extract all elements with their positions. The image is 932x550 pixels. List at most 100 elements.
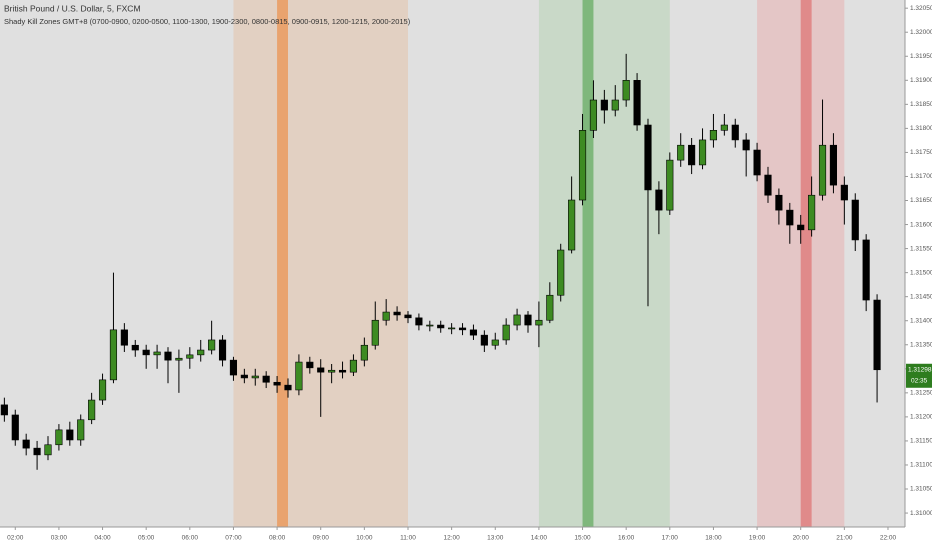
- x-tick-label: 16:00: [618, 535, 635, 542]
- x-tick-label: 14:00: [531, 535, 548, 542]
- x-tick-label: 02:00: [7, 535, 24, 542]
- candle-body: [22, 439, 30, 449]
- y-tick-label: 1.31050: [910, 486, 932, 493]
- y-tick-label: 1.31250: [910, 390, 932, 397]
- candle-body: [546, 294, 554, 321]
- y-tick-label: 1.31750: [910, 149, 932, 156]
- x-tick-label: 03:00: [51, 535, 68, 542]
- y-tick-label: 1.31350: [910, 341, 932, 348]
- candle-body: [186, 354, 194, 359]
- y-tick-label: 1.31500: [910, 269, 932, 276]
- x-tick-label: 07:00: [225, 535, 242, 542]
- y-tick-label: 1.31450: [910, 293, 932, 300]
- x-tick-label: 04:00: [94, 535, 111, 542]
- x-tick-label: 19:00: [749, 535, 766, 542]
- candle-body: [731, 124, 739, 141]
- candle-body: [448, 327, 456, 330]
- candle-body: [797, 224, 805, 231]
- candle-body: [98, 379, 107, 401]
- chart-subtitle: Shady Kill Zones GMT+8 (0700-0900, 0200-…: [4, 17, 411, 26]
- y-tick-label: 1.31900: [910, 77, 932, 84]
- time-axis: [0, 527, 932, 550]
- candle-body: [873, 299, 881, 371]
- candle-body: [851, 199, 859, 241]
- price-tag-box: [906, 363, 932, 388]
- kill-zone: [277, 0, 288, 527]
- price-axis: [905, 0, 932, 550]
- candle-body: [306, 361, 314, 369]
- candle-body: [415, 317, 423, 326]
- candle-body: [88, 399, 96, 421]
- candle-body: [328, 369, 336, 373]
- x-tick-label: 17:00: [662, 535, 679, 542]
- candle-body: [818, 144, 827, 196]
- candle-body: [11, 414, 19, 441]
- candle-body: [371, 319, 379, 346]
- y-tick-label: 1.31400: [910, 317, 932, 324]
- candle-body: [524, 314, 532, 326]
- y-tick-label: 1.31850: [910, 101, 932, 108]
- candle-body: [753, 149, 761, 176]
- candle-body: [557, 249, 565, 296]
- y-tick-label: 1.31600: [910, 221, 932, 228]
- candle-body: [600, 99, 608, 111]
- candle-body: [0, 404, 8, 416]
- kill-zone: [582, 0, 594, 527]
- kill-zone: [800, 0, 812, 527]
- candle-body: [622, 80, 630, 101]
- candle-body: [317, 367, 325, 373]
- chart-title: British Pound / U.S. Dollar, 5, FXCM: [4, 3, 141, 13]
- x-tick-label: 21:00: [836, 535, 853, 542]
- candle-body: [513, 314, 521, 326]
- y-tick-label: 1.31100: [910, 462, 932, 469]
- candle-body: [338, 369, 347, 373]
- plot-area: [0, 0, 905, 527]
- candle-body: [611, 99, 619, 111]
- y-tick-label: 1.31200: [910, 414, 932, 421]
- candle-body: [829, 144, 838, 186]
- candle-body: [535, 319, 543, 326]
- y-tick-label: 1.32050: [910, 5, 932, 12]
- candle-body: [655, 189, 663, 211]
- candle-body: [666, 159, 674, 211]
- candle-body: [349, 359, 358, 373]
- candle-body: [175, 357, 183, 361]
- y-tick-label: 1.31950: [910, 53, 932, 60]
- x-tick-label: 11:00: [400, 535, 416, 542]
- candle-body: [197, 349, 205, 356]
- candle-body: [480, 334, 488, 346]
- candle-body: [44, 444, 52, 456]
- candle-body: [720, 124, 728, 131]
- candle-body: [568, 199, 576, 251]
- candle-body: [426, 324, 434, 327]
- kill-zone: [233, 0, 408, 527]
- x-tick-label: 22:00: [880, 535, 897, 542]
- x-tick-label: 12:00: [443, 535, 460, 542]
- y-tick-label: 1.31650: [910, 197, 932, 204]
- candle-body: [218, 339, 227, 361]
- candle-body: [208, 339, 216, 351]
- y-tick-label: 1.31550: [910, 245, 932, 252]
- candle-body: [77, 419, 85, 441]
- candle-body: [33, 447, 41, 456]
- candle-body: [469, 329, 478, 336]
- x-tick-label: 05:00: [138, 535, 155, 542]
- candle-body: [360, 344, 368, 361]
- candle-body: [458, 327, 467, 331]
- y-tick-label: 1.32000: [910, 29, 932, 36]
- candle-body: [251, 375, 259, 379]
- x-tick-label: 08:00: [269, 535, 286, 542]
- candle-body: [295, 361, 303, 391]
- x-tick-label: 10:00: [356, 535, 373, 542]
- candle-body: [153, 351, 161, 356]
- candle-body: [491, 339, 499, 346]
- candle-body: [786, 209, 794, 226]
- candle-body: [644, 124, 652, 191]
- candle-body: [862, 239, 870, 301]
- candle-body: [688, 144, 696, 166]
- candle-body: [698, 139, 707, 166]
- candle-body: [840, 184, 848, 201]
- x-tick-label: 13:00: [487, 535, 504, 542]
